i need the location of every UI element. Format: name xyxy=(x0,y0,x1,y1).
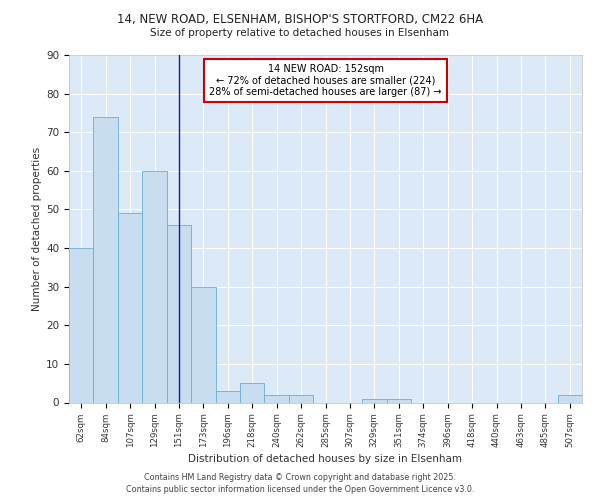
Bar xyxy=(167,225,191,402)
Bar xyxy=(118,214,142,402)
Text: Size of property relative to detached houses in Elsenham: Size of property relative to detached ho… xyxy=(151,28,449,38)
Bar xyxy=(215,391,240,402)
Bar xyxy=(289,395,313,402)
Bar xyxy=(386,398,411,402)
Bar xyxy=(362,398,386,402)
Text: 14, NEW ROAD, ELSENHAM, BISHOP'S STORTFORD, CM22 6HA: 14, NEW ROAD, ELSENHAM, BISHOP'S STORTFO… xyxy=(117,12,483,26)
Bar xyxy=(94,117,118,403)
Bar xyxy=(240,383,265,402)
Text: 14 NEW ROAD: 152sqm
← 72% of detached houses are smaller (224)
28% of semi-detac: 14 NEW ROAD: 152sqm ← 72% of detached ho… xyxy=(209,64,442,97)
Bar xyxy=(142,171,167,402)
Bar xyxy=(265,395,289,402)
Text: Contains public sector information licensed under the Open Government Licence v3: Contains public sector information licen… xyxy=(126,485,474,494)
Y-axis label: Number of detached properties: Number of detached properties xyxy=(32,146,42,311)
Bar xyxy=(557,395,582,402)
Bar xyxy=(69,248,94,402)
X-axis label: Distribution of detached houses by size in Elsenham: Distribution of detached houses by size … xyxy=(188,454,463,464)
Bar xyxy=(191,286,215,403)
Text: Contains HM Land Registry data © Crown copyright and database right 2025.: Contains HM Land Registry data © Crown c… xyxy=(144,472,456,482)
